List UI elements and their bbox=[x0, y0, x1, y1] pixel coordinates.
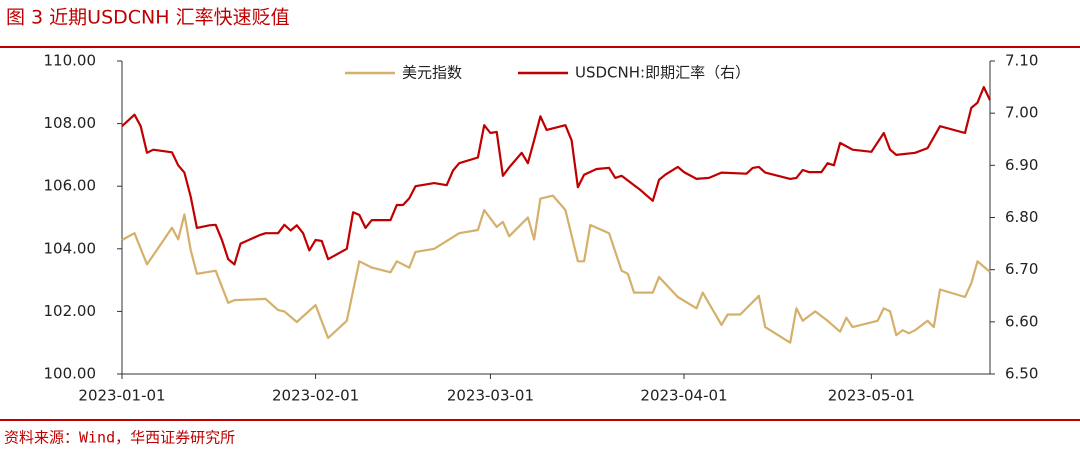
source-note: 资料来源：Wind，华西证券研究所 bbox=[4, 429, 235, 447]
series-line bbox=[121, 86, 991, 266]
legend-label: USDCNH:即期汇率（右） bbox=[575, 64, 750, 82]
x-tick-label: 2023-05-01 bbox=[828, 387, 915, 405]
x-tick-label: 2023-04-01 bbox=[640, 387, 727, 405]
y-tick-label: 102.00 bbox=[44, 302, 97, 320]
y-tick-label: 100.00 bbox=[44, 365, 97, 383]
y2-tick-label: 6.60 bbox=[1005, 312, 1038, 330]
y-tick-label: 108.00 bbox=[44, 114, 97, 132]
y-tick-label: 104.00 bbox=[44, 239, 97, 257]
y2-tick-label: 7.10 bbox=[1005, 52, 1038, 70]
y2-tick-label: 6.70 bbox=[1005, 260, 1038, 278]
y2-tick-label: 6.80 bbox=[1005, 208, 1038, 226]
y-tick-label: 106.00 bbox=[44, 177, 97, 195]
x-tick-label: 2023-02-01 bbox=[272, 387, 359, 405]
y2-tick-label: 6.90 bbox=[1005, 156, 1038, 174]
y2-tick-label: 7.00 bbox=[1005, 104, 1038, 122]
legend-label: 美元指数 bbox=[402, 64, 462, 82]
x-tick-label: 2023-01-01 bbox=[78, 387, 165, 405]
chart-title: 图 3 近期USDCNH 汇率快速贬值 bbox=[6, 7, 290, 29]
x-tick-label: 2023-03-01 bbox=[447, 387, 534, 405]
y-tick-label: 110.00 bbox=[44, 52, 97, 70]
y2-tick-label: 6.50 bbox=[1005, 365, 1038, 383]
series-line bbox=[121, 194, 991, 344]
